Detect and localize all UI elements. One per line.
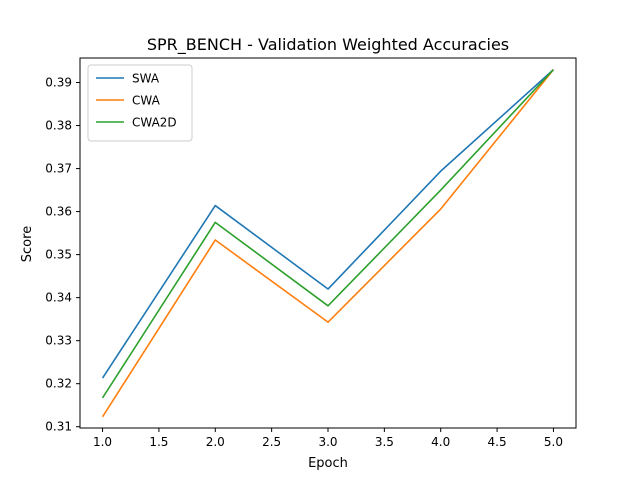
plot-area: 1.0 1.5 2.0 2.5 3.0 3.5 4.0 4.5 5.0 0.31 0.32 0.33 0…: [45, 57, 577, 449]
y-tick-label: 0.33: [45, 334, 72, 348]
axes-frame: [79, 57, 577, 429]
chart-title: SPR_BENCH - Validation Weighted Accuraci…: [147, 35, 509, 55]
series-line-cwa2d: [101, 69, 555, 399]
y-tick-label: 0.31: [45, 420, 72, 434]
legend-label-cwa: CWA: [132, 94, 161, 108]
legend-label-cwa2d: CWA2D: [132, 116, 177, 130]
x-tick-label: 5.0: [544, 435, 563, 449]
x-tick-label: 3.5: [375, 435, 394, 449]
x-axis-label: Epoch: [308, 456, 348, 471]
y-tick-label: 0.37: [45, 162, 72, 176]
y-tick-label: 0.36: [45, 205, 72, 219]
x-tick-label: 3.0: [318, 435, 337, 449]
legend-label-swa: SWA: [132, 72, 160, 86]
y-tick-label: 0.35: [45, 248, 72, 262]
x-tick-label: 2.0: [206, 435, 225, 449]
y-tick-label: 0.32: [45, 377, 72, 391]
y-axis-label: Score: [20, 226, 35, 262]
x-tick-label: 1.0: [93, 435, 112, 449]
y-tick-label: 0.34: [45, 291, 72, 305]
series-line-cwa: [101, 69, 555, 418]
x-tick-label: 2.5: [262, 435, 281, 449]
x-tick-label: 1.5: [149, 435, 168, 449]
x-tick-label: 4.5: [488, 435, 507, 449]
series-line-swa: [101, 69, 554, 379]
x-tick-label: 4.0: [431, 435, 450, 449]
y-tick-label: 0.39: [45, 76, 72, 90]
y-tick-label: 0.38: [45, 119, 72, 133]
